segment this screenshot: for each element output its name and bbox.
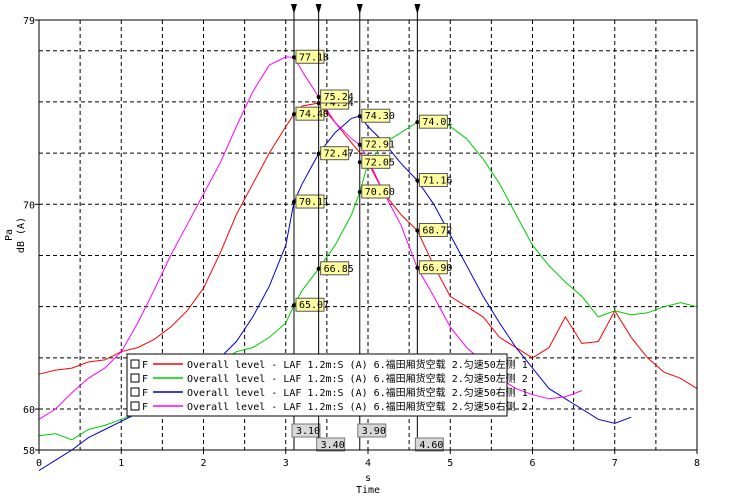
cursor-value-box [361, 154, 391, 169]
cursor-x-label: 4.60 [419, 440, 443, 451]
legend-checkbox-label: F [142, 374, 148, 385]
axes: Pa dB (A) s Time 0 1 2 3 4 5 6 7 8 58 60 70 79 [4, 16, 700, 496]
cursor-handle-icon[interactable] [414, 4, 421, 14]
legend-box [126, 353, 508, 417]
y-axis-unit: Pa [4, 229, 15, 241]
cursor-x-label: 3.90 [362, 426, 386, 437]
x-tick-label: 4 [365, 458, 371, 469]
cursor-point [415, 228, 420, 233]
y-tick-label: 79 [23, 16, 35, 27]
x-tick-label: 8 [694, 458, 700, 469]
cursor-x-label: 3.10 [296, 426, 320, 437]
cursor-value-box [418, 260, 448, 275]
cursor-value-box [361, 108, 391, 123]
cursor-handle-icon[interactable] [356, 4, 363, 14]
x-axis-label: Time [356, 485, 380, 496]
x-tick-label: 6 [529, 458, 535, 469]
cursor-value-label: 75.24 [324, 92, 354, 103]
cursor-x-label-box [291, 423, 321, 438]
x-axis-unit: s [365, 473, 371, 484]
cursor-value-box [295, 106, 325, 121]
x-tick-label: 5 [447, 458, 453, 469]
cursor-value-label: 65.07 [299, 300, 329, 311]
cursor-value-label: 74.01 [422, 117, 452, 128]
cursor-value-box [295, 49, 325, 64]
x-tick-label: 3 [283, 458, 289, 469]
cursor-value-label: 71.16 [422, 176, 452, 187]
cursor-point [291, 303, 296, 308]
cursor-value-label: 66.90 [422, 263, 452, 274]
cursor-point [316, 266, 321, 271]
cursor-point [316, 101, 321, 106]
cursor-point [357, 114, 362, 119]
cursor-point [357, 142, 362, 147]
cursor-x-label: 3.40 [321, 440, 345, 451]
cursor-handle-icon[interactable] [290, 4, 297, 14]
legend-series-name: Overall level - LAF 1.2m:S (A) 6.福田厢货空载 … [187, 400, 528, 413]
cursor-point [291, 112, 296, 117]
y-tick-label: 58 [23, 446, 35, 457]
cursor-point [415, 178, 420, 183]
legend-checkbox[interactable] [130, 359, 140, 369]
cursor-value-box [320, 146, 350, 161]
cursor-point [316, 94, 321, 99]
cursor-point [415, 265, 420, 270]
cursor-value-label: 74.40 [299, 109, 329, 120]
cursor-value-label: 66.85 [324, 264, 354, 275]
cursor-handle-icon[interactable] [315, 4, 322, 14]
legend-series-name: Overall level - LAF 1.2m:S (A) 6.福田厢货空载 … [187, 358, 528, 371]
legend-series-name: Overall level - LAF 1.2m:S (A) 6.福田厢货空载 … [187, 386, 528, 399]
cursor-value-box [418, 222, 448, 237]
legend: F Overall level - LAF 1.2m:S (A) 6.福田厢货空载… [126, 353, 528, 417]
cursor-x-label-box [357, 423, 387, 438]
cursor-value-label: 74.94 [324, 98, 354, 109]
cursor-point [291, 55, 296, 60]
cursor-value-box [295, 194, 325, 209]
x-tick-label: 0 [36, 458, 42, 469]
cursor-value-label: 72.47 [324, 149, 354, 160]
cursor-value-box [418, 173, 448, 188]
cursor-value-box [418, 114, 448, 129]
cursor-value-box [295, 297, 325, 312]
legend-series-name: Overall level - LAF 1.2m:S (A) 6.福田厢货空载 … [187, 372, 528, 385]
cursor-value-label: 77.18 [299, 52, 329, 63]
cursor-value-label: 70.60 [365, 187, 395, 198]
legend-checkbox-label: F [142, 388, 148, 399]
x-tick-label: 1 [118, 458, 124, 469]
cursor-layer: 3.10 74.40 65.07 70.11 77.18 3.40 74.94 66.85 72… [290, 4, 452, 452]
cursor-value-box [320, 89, 350, 104]
legend-checkbox[interactable] [130, 401, 140, 411]
cursor-value-label: 72.05 [365, 157, 395, 168]
cursor-x-label-box [316, 437, 346, 452]
cursor-value-box [361, 184, 391, 199]
y-axis-label: dB (A) [16, 217, 27, 253]
cursor-point [291, 200, 296, 205]
cursor-point [415, 120, 420, 125]
legend-checkbox-label: F [142, 360, 148, 371]
x-tick-label: 2 [200, 458, 206, 469]
legend-checkbox[interactable] [130, 387, 140, 397]
cursor-point [357, 160, 362, 165]
y-tick-label: 70 [23, 200, 35, 211]
legend-checkbox-label: F [142, 402, 148, 413]
cursor-point [357, 190, 362, 194]
cursor-value-label: 70.11 [299, 197, 329, 208]
cursor-value-box [361, 137, 391, 152]
y-tick-label: 60 [23, 405, 35, 416]
cursor-value-label: 68.72 [422, 225, 452, 236]
cursor-x-label-box [414, 437, 444, 452]
cursor-value-box [320, 261, 350, 276]
x-tick-label: 7 [612, 458, 618, 469]
legend-checkbox[interactable] [130, 373, 140, 383]
cursor-value-label: 74.30 [365, 111, 395, 122]
cursor-value-label: 72.91 [365, 140, 395, 151]
cursor-point [316, 151, 321, 156]
